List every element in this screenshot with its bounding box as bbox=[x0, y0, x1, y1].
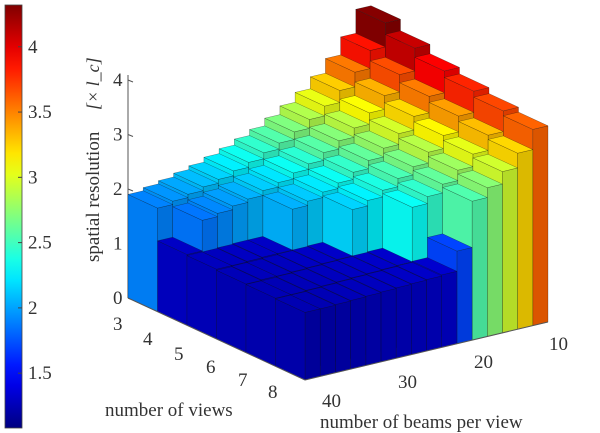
bar-top-face bbox=[441, 183, 488, 202]
bar-top-face bbox=[443, 73, 490, 92]
bar-top-face bbox=[472, 154, 519, 172]
x-tick-label: 5 bbox=[174, 344, 184, 365]
bar-top-face bbox=[335, 278, 382, 297]
bar-top-face bbox=[216, 243, 263, 262]
bar-side-face bbox=[411, 279, 427, 355]
bar-top-face bbox=[232, 173, 279, 191]
bar-top-face bbox=[350, 274, 397, 293]
z-axis-label: spatial resolution bbox=[83, 131, 104, 262]
y-tick-label: 20 bbox=[474, 352, 493, 373]
bar-side-face bbox=[426, 275, 442, 352]
bar-side-face bbox=[365, 292, 382, 366]
bar-top-face bbox=[365, 270, 412, 289]
z-tick-label: 3 bbox=[113, 125, 123, 146]
bar-front-face bbox=[127, 194, 158, 313]
bar-top-face bbox=[381, 266, 428, 285]
bar-top-face bbox=[382, 189, 429, 208]
x-tick-label: 7 bbox=[238, 370, 248, 391]
bar-top-face bbox=[233, 135, 280, 154]
bar-side-face bbox=[335, 300, 351, 374]
bar-side-face bbox=[502, 167, 518, 334]
z-axis-unit: [× l_c] bbox=[83, 57, 103, 110]
bar-front-face bbox=[216, 269, 247, 354]
bar-top-face bbox=[156, 236, 203, 255]
colorbar bbox=[4, 4, 23, 429]
x-tick-label: 3 bbox=[113, 314, 123, 335]
z-tick-label: 1 bbox=[113, 234, 123, 255]
bar-top-face bbox=[502, 111, 549, 130]
bar-top-face bbox=[202, 188, 249, 207]
bar-side-face bbox=[471, 197, 488, 341]
bar-top-face bbox=[414, 53, 461, 72]
z-tick-label: 4 bbox=[113, 70, 123, 91]
bar-side-face bbox=[320, 304, 336, 377]
bar-top-face bbox=[473, 93, 520, 112]
bar-side-face bbox=[456, 247, 473, 345]
bar-top-face bbox=[187, 195, 234, 214]
colorbar-tick-label: 1.5 bbox=[28, 363, 52, 384]
x-tick-label: 6 bbox=[206, 357, 216, 378]
bar-side-face bbox=[487, 183, 503, 337]
bar-top-face bbox=[142, 183, 189, 202]
y-tick-label: 10 bbox=[549, 334, 568, 355]
z-tick bbox=[127, 134, 134, 137]
y-tick-label: 30 bbox=[398, 372, 417, 393]
bar-top-face bbox=[320, 282, 367, 301]
z-tick-label: 0 bbox=[113, 288, 123, 309]
bar-top-face bbox=[215, 266, 262, 285]
bar-top-face bbox=[426, 233, 473, 252]
bar-top-face bbox=[305, 287, 352, 305]
bar-top-face bbox=[355, 5, 402, 24]
bar-top-face bbox=[157, 176, 204, 195]
bar-top-face bbox=[322, 192, 369, 210]
bar-front-face bbox=[245, 284, 276, 367]
z-tick bbox=[127, 79, 134, 83]
bar-top-face bbox=[396, 262, 443, 280]
bar-side-face bbox=[304, 308, 321, 381]
bar-top-face bbox=[384, 30, 431, 49]
bar-top-face bbox=[231, 262, 278, 281]
bar-front-face bbox=[186, 255, 217, 340]
y-tick-label: 40 bbox=[322, 391, 341, 412]
x-tick-label: 8 bbox=[268, 382, 278, 403]
bar-top-face bbox=[245, 280, 292, 299]
bar-side-face bbox=[350, 296, 366, 370]
bar-top-face bbox=[262, 191, 309, 210]
bar-top-face bbox=[172, 169, 219, 188]
colorbar-tick-label: 2.5 bbox=[28, 233, 52, 254]
bar-top-face bbox=[186, 251, 233, 270]
bar-top-face bbox=[188, 161, 235, 180]
bar-side-face bbox=[532, 125, 549, 326]
bar-top-face bbox=[203, 153, 250, 172]
bar-front-face bbox=[157, 240, 188, 326]
bar-top-face bbox=[127, 190, 174, 209]
bar bbox=[274, 294, 321, 381]
colorbar-tick-label: 2 bbox=[28, 298, 38, 319]
bar-side-face bbox=[517, 149, 533, 330]
bar-front-face bbox=[275, 298, 306, 381]
colorbar-tick-label: 3 bbox=[28, 167, 38, 188]
bar-top-face bbox=[457, 170, 504, 188]
bar-top-face bbox=[172, 202, 219, 221]
bar-top-face bbox=[218, 144, 265, 163]
views-axis-line bbox=[127, 297, 306, 381]
bar-side-face bbox=[380, 288, 397, 363]
bar-side-face bbox=[395, 284, 412, 359]
colorbar-tick-label: 3.5 bbox=[28, 102, 52, 123]
z-tick bbox=[127, 188, 134, 192]
z-tick-label: 2 bbox=[113, 179, 123, 200]
bar-side-face bbox=[441, 271, 458, 348]
bar-top-face bbox=[487, 135, 534, 154]
bar-top-face bbox=[274, 294, 321, 313]
bar-top-face bbox=[411, 257, 458, 276]
x-tick-label: 4 bbox=[143, 329, 153, 350]
bar-top-face bbox=[231, 239, 278, 258]
y-axis-label: number of beams per view bbox=[320, 412, 523, 433]
colorbar-tick-label: 4 bbox=[28, 37, 38, 58]
beams-axis-line bbox=[304, 321, 549, 381]
x-axis-label: number of views bbox=[105, 400, 233, 421]
